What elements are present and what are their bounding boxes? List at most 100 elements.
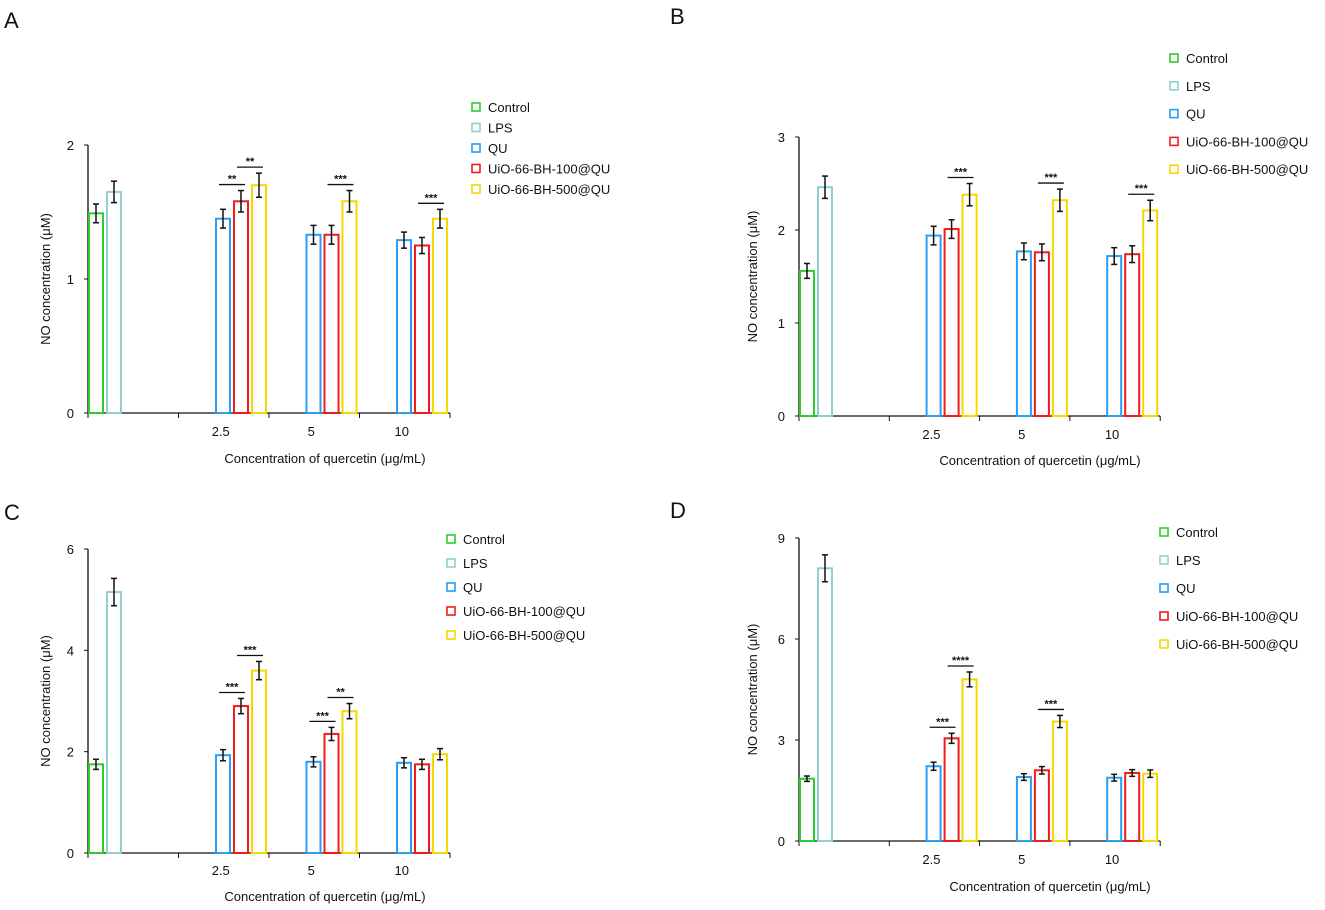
panel-label: C: [4, 500, 20, 525]
y-tick-label: 3: [778, 130, 785, 145]
legend-swatch-uio-66-bh-500-qu: [1159, 639, 1169, 649]
bar-uio-66-bh-100-qu: [1124, 253, 1141, 417]
error-bar: [966, 182, 973, 207]
bar-qu: [1015, 250, 1032, 417]
legend-swatch-control: [1159, 527, 1169, 537]
y-axis-title: NO concentration (μM): [745, 624, 760, 756]
y-tick-label: 2: [778, 223, 785, 238]
legend-label: UiO-66-BH-500@QU: [463, 628, 585, 643]
x-tick-label: 2.5: [922, 852, 940, 867]
error-bar: [1129, 245, 1136, 264]
error-bar: [310, 755, 317, 768]
bar-control: [799, 269, 815, 418]
bar-qu: [925, 765, 942, 843]
legend-swatch-uio-66-bh-100-qu: [446, 606, 456, 616]
error-bar: [1056, 188, 1063, 213]
bar-uio-66-bh-500-qu: [961, 193, 978, 417]
error-bar: [1147, 199, 1154, 222]
error-bar: [419, 758, 425, 771]
legend-swatch-qu: [1159, 583, 1169, 593]
legend-swatch-qu: [471, 143, 481, 153]
legend-label: Control: [1186, 51, 1228, 66]
error-bar: [437, 208, 443, 229]
significance-label: **: [336, 687, 345, 699]
error-bar: [1038, 765, 1045, 775]
significance-label: ***: [244, 644, 258, 656]
significance-label: ***: [1044, 172, 1058, 184]
error-bar: [401, 756, 407, 769]
bar-control: [88, 212, 104, 414]
error-bar: [966, 671, 973, 688]
error-bar: [346, 189, 353, 213]
bar-control: [799, 777, 815, 843]
bar-uio-66-bh-100-qu: [233, 705, 249, 854]
bar-lps: [106, 190, 122, 414]
error-bar: [1038, 243, 1045, 262]
y-tick-label: 4: [67, 643, 74, 658]
bar-uio-66-bh-100-qu: [943, 228, 960, 417]
error-bar: [1020, 242, 1027, 261]
legend-label: Control: [463, 532, 505, 547]
legend-label: LPS: [488, 121, 513, 136]
error-bar: [948, 219, 955, 240]
bar-uio-66-bh-500-qu: [1142, 209, 1159, 417]
y-tick-label: 0: [67, 406, 74, 421]
panel-label: B: [670, 4, 685, 29]
panel-c: C 0 2 4 6 2.5 5 10 Concentration of quercetin (μ…: [4, 500, 585, 904]
panel-b: B 0 1 2 3 2.5 5 10 Concentration of quercetin (μ…: [670, 4, 1308, 468]
error-bar: [93, 758, 99, 771]
x-tick-label: 10: [1105, 852, 1119, 867]
legend-swatch-control: [471, 102, 481, 112]
x-axis-title: Concentration of quercetin (μg/mL): [949, 879, 1150, 894]
significance-label: ***: [425, 192, 439, 204]
legend-label: UiO-66-BH-500@QU: [1176, 637, 1298, 652]
error-bar: [930, 761, 937, 772]
x-tick-label: 10: [395, 424, 409, 439]
bar-uio-66-bh-100-qu: [1033, 769, 1050, 842]
panel-label: A: [4, 8, 19, 33]
x-tick-label: 5: [308, 424, 315, 439]
x-tick-label: 10: [1105, 427, 1119, 442]
legend-swatch-lps: [471, 122, 481, 133]
error-bar: [1111, 246, 1118, 266]
legend-swatch-uio-66-bh-500-qu: [446, 630, 456, 640]
y-tick-label: 2: [67, 138, 74, 153]
bar-qu: [215, 754, 231, 854]
error-bar: [401, 231, 407, 249]
y-tick-label: 6: [778, 632, 785, 647]
y-tick-label: 1: [778, 316, 785, 331]
legend-label: QU: [1176, 581, 1196, 596]
bar-qu: [305, 233, 322, 414]
y-tick-label: 6: [67, 542, 74, 557]
bar-qu: [1106, 776, 1123, 842]
x-tick-label: 5: [1018, 852, 1025, 867]
bar-lps: [817, 567, 833, 842]
bar-uio-66-bh-500-qu: [341, 710, 358, 855]
error-bar: [328, 224, 335, 245]
significance-label: **: [228, 174, 237, 186]
bar-qu: [1106, 255, 1123, 418]
y-tick-label: 0: [778, 409, 785, 424]
bar-uio-66-bh-500-qu: [961, 678, 978, 843]
y-tick-label: 3: [778, 733, 785, 748]
legend-swatch-uio-66-bh-100-qu: [1159, 611, 1169, 621]
error-bar: [220, 748, 226, 762]
y-tick-label: 0: [67, 846, 74, 861]
error-bar: [238, 697, 244, 715]
error-bar: [310, 224, 317, 245]
bar-uio-66-bh-100-qu: [414, 244, 430, 414]
error-bar: [1020, 772, 1027, 782]
bar-lps: [817, 186, 833, 417]
significance-label: ***: [226, 681, 240, 693]
legend-swatch-lps: [1159, 555, 1169, 565]
error-bar: [930, 225, 937, 246]
legend-label: UiO-66-BH-100@QU: [1176, 609, 1298, 624]
bar-uio-66-bh-100-qu: [323, 233, 340, 414]
error-bar: [220, 208, 226, 229]
legend-label: UiO-66-BH-100@QU: [1186, 134, 1308, 149]
legend-swatch-uio-66-bh-500-qu: [471, 184, 481, 194]
legend-swatch-lps: [446, 558, 456, 568]
bar-uio-66-bh-100-qu: [233, 200, 249, 414]
significance-label: ***: [936, 716, 950, 728]
error-bar: [948, 732, 955, 745]
